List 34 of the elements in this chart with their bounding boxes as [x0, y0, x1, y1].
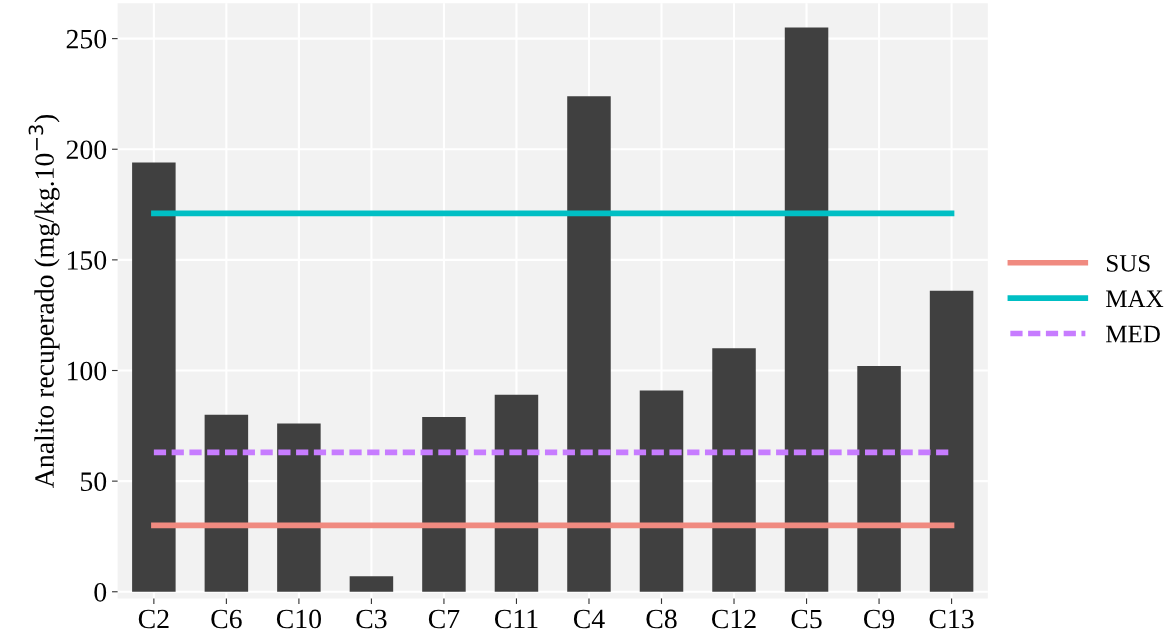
- bar: [494, 394, 539, 592]
- bar: [639, 390, 684, 592]
- x-tick-label: C5: [791, 609, 822, 629]
- y-tick-label: 200: [66, 140, 107, 160]
- x-tick-label: C10: [276, 609, 321, 629]
- bar: [422, 416, 466, 592]
- bar: [929, 290, 974, 592]
- bar: [857, 366, 901, 592]
- bar: [132, 162, 176, 592]
- y-tick-label: 100: [67, 361, 107, 381]
- x-tick-label: C3: [356, 609, 387, 629]
- bar: [349, 576, 394, 592]
- x-tick-label: C7: [428, 609, 460, 629]
- y-tick-label: 250: [66, 29, 107, 49]
- y-tick-label: 0: [94, 582, 107, 602]
- legend-label: SUS: [1107, 255, 1150, 272]
- x-tick-label: C2: [138, 609, 169, 629]
- bar: [784, 27, 829, 592]
- legend-label: MED: [1106, 325, 1160, 343]
- y-axis-title: Analito recuperado (mg/kg.10$^{−3}$): [28, 114, 60, 488]
- x-tick-label: C8: [646, 609, 677, 629]
- x-tick-label: C6: [211, 609, 242, 629]
- x-tick-label: C13: [929, 609, 974, 629]
- y-tick-label: 150: [67, 251, 107, 270]
- bar: [277, 423, 321, 592]
- x-tick-label: C12: [712, 609, 756, 629]
- x-tick-label: C4: [573, 609, 605, 629]
- x-tick-label: C9: [863, 609, 895, 629]
- bar: [204, 414, 249, 592]
- bar: [567, 96, 611, 592]
- y-tick-label: 50: [81, 472, 107, 492]
- legend-label: MAX: [1106, 290, 1164, 307]
- bar: [712, 348, 756, 592]
- x-tick-label: C11: [494, 609, 538, 629]
